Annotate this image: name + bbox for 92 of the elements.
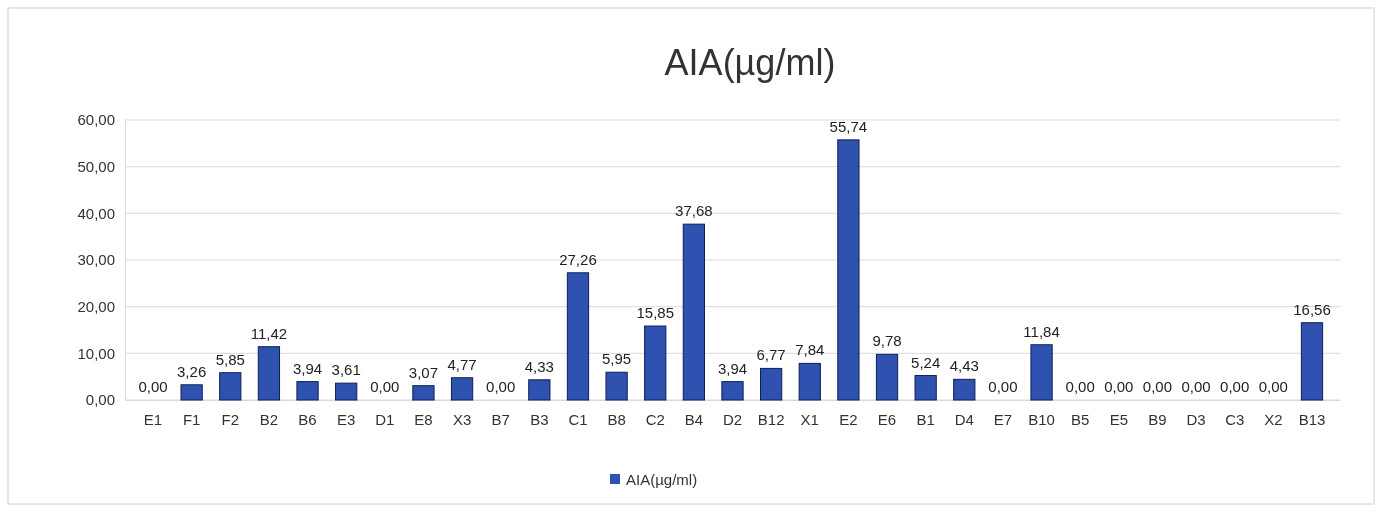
legend-label: AIA(µg/ml) (626, 471, 698, 488)
y-tick-label: 0,00 (85, 391, 115, 409)
bar (721, 381, 744, 401)
x-tick-label: X1 (800, 410, 819, 428)
data-label: 9,78 (872, 332, 902, 350)
data-label: 55,74 (829, 117, 868, 135)
x-tick-label: E5 (1109, 410, 1129, 428)
data-label: 0,00 (1065, 378, 1095, 395)
x-tick-label: B9 (1148, 410, 1167, 428)
bar (837, 139, 860, 401)
x-tick-label: B2 (259, 410, 279, 428)
x-tick-label: D3 (1186, 410, 1206, 428)
data-label: 3,61 (331, 361, 361, 379)
data-label: 11,42 (250, 324, 288, 342)
bar (528, 379, 551, 401)
data-label: 3,94 (292, 359, 323, 377)
data-label: 6,77 (756, 346, 786, 364)
data-label: 5,95 (602, 350, 632, 368)
bar (953, 378, 976, 401)
x-tick-label: B6 (298, 410, 317, 428)
x-tick-label: E1 (143, 410, 163, 428)
data-label: 15,85 (636, 304, 675, 322)
x-tick-label: B3 (530, 410, 549, 428)
data-label: 5,85 (215, 350, 245, 368)
chart-title: AIA(µg/ml) (664, 42, 836, 83)
data-label: 0,00 (1258, 378, 1288, 395)
bar (760, 367, 783, 401)
x-tick-label: D2 (722, 410, 743, 428)
x-tick-label: B4 (684, 410, 704, 428)
x-tick-label: E8 (414, 410, 433, 428)
x-tick-label: C1 (568, 410, 588, 428)
data-label: 0,00 (1104, 378, 1134, 395)
x-tick-label: E2 (839, 410, 858, 428)
data-label: 4,77 (447, 355, 477, 373)
data-label: 3,26 (177, 362, 207, 380)
data-label: 3,94 (717, 359, 748, 377)
x-tick-label: B1 (916, 410, 935, 428)
x-tick-label: B7 (491, 410, 510, 428)
y-tick-label: 10,00 (77, 344, 115, 362)
x-tick-label: B13 (1298, 410, 1326, 428)
bar (605, 371, 628, 401)
x-tick-label: E7 (993, 410, 1013, 428)
x-tick-label: F1 (182, 410, 201, 428)
bar (180, 384, 203, 401)
bar (1030, 344, 1053, 401)
data-label: 27,26 (559, 250, 597, 268)
y-tick-label: 40,00 (77, 204, 115, 222)
bar (219, 372, 242, 401)
bar (914, 375, 937, 401)
data-label: 37,68 (675, 202, 713, 220)
bar (257, 346, 281, 401)
x-tick-label: E6 (877, 410, 897, 428)
bar (412, 385, 435, 401)
bar (798, 362, 821, 401)
bar (1300, 322, 1324, 401)
data-label: 7,84 (795, 341, 825, 359)
data-label: 11,84 (1023, 322, 1060, 340)
bar (335, 382, 358, 401)
data-label: 4,43 (949, 357, 979, 375)
x-tick-label: E3 (336, 410, 356, 428)
y-tick-label: 20,00 (77, 297, 115, 315)
y-tick-label: 60,00 (77, 111, 115, 129)
y-tick-label: 50,00 (77, 157, 115, 175)
bar (644, 325, 667, 401)
x-tick-label: C2 (645, 410, 665, 428)
data-label: 0,00 (486, 378, 516, 395)
x-tick-label: B8 (607, 410, 626, 428)
data-label: 0,00 (370, 378, 400, 395)
bar (682, 223, 705, 401)
x-tick-label: B10 (1028, 410, 1055, 428)
data-label: 16,56 (1293, 300, 1331, 318)
x-tick-label: D4 (954, 410, 974, 428)
x-tick-label: X2 (1264, 410, 1283, 428)
data-label: 3,07 (408, 363, 439, 381)
y-tick-label: 30,00 (77, 251, 115, 269)
x-tick-label: B12 (757, 410, 785, 428)
bar (566, 272, 590, 401)
data-label: 0,00 (1181, 378, 1211, 395)
bar (875, 353, 899, 401)
data-label: 5,24 (911, 353, 941, 371)
data-label: 0,00 (1220, 378, 1250, 395)
data-label: 0,00 (988, 378, 1018, 395)
data-label: 0,00 (1142, 378, 1173, 395)
x-tick-label: F2 (221, 410, 240, 428)
bar (450, 377, 474, 401)
x-tick-label: C3 (1225, 410, 1245, 428)
bar (296, 381, 319, 401)
data-label: 4,33 (524, 357, 554, 375)
data-label: 0,00 (138, 378, 168, 395)
x-tick-label: B5 (1071, 410, 1090, 428)
x-tick-label: D1 (375, 410, 395, 428)
x-tick-label: X3 (452, 410, 472, 428)
